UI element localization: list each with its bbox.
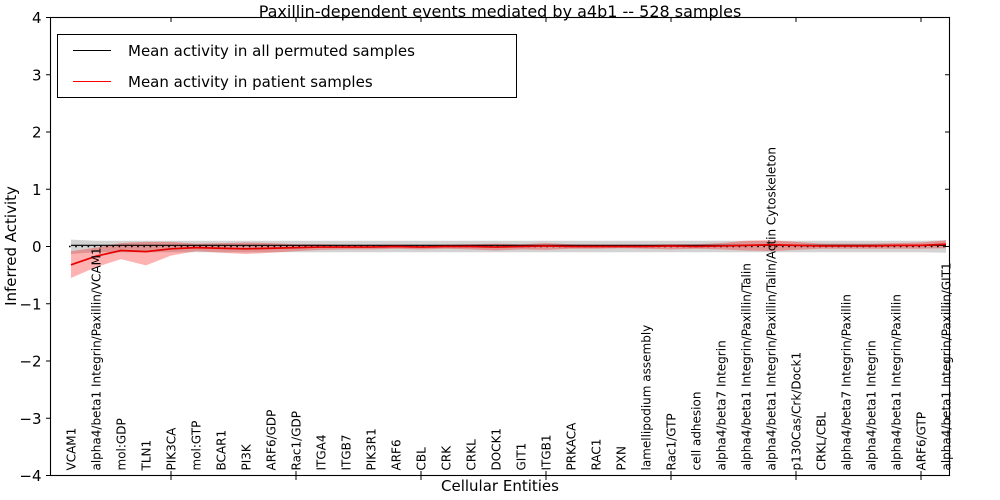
x-category-label: PI3K: [240, 443, 254, 470]
x-category-label: CRKL/CBL: [815, 412, 829, 471]
x-category-label: alpha4/beta1 Integrin/Paxillin/Talin/Act…: [765, 147, 779, 470]
x-category-label: CBL: [415, 447, 429, 471]
legend-label-patient: Mean activity in patient samples: [128, 72, 373, 91]
x-category-label: ARF6/GTP: [915, 412, 929, 471]
x-category-label: ITGB1: [540, 434, 554, 470]
y-tick-label: 4: [32, 9, 42, 27]
y-tick-label: 2: [32, 124, 42, 142]
x-category-label: mol:GDP: [115, 418, 129, 470]
x-category-label: ITGA4: [315, 434, 329, 470]
y-tick-label: −4: [19, 467, 41, 485]
x-category-label: ITGB7: [340, 434, 354, 470]
x-category-label: ARF6/GDP: [265, 410, 279, 471]
patient-samples-spread-band: [71, 240, 946, 278]
x-category-label: p130Cas/Crk/Dock1: [790, 352, 804, 471]
x-category-label: GIT1: [515, 443, 529, 471]
permuted-line-swatch-icon: [73, 50, 111, 51]
legend-item-patient: Mean activity in patient samples: [58, 67, 516, 97]
x-category-label: Rac1/GTP: [665, 413, 679, 470]
x-category-label: lamellipodium assembly: [640, 325, 654, 471]
x-category-label: ARF6: [390, 439, 404, 470]
x-category-label: PXN: [615, 446, 629, 470]
y-tick-label: −2: [19, 353, 41, 371]
y-tick-label: 0: [32, 238, 42, 256]
x-category-label: alpha4/beta1 Integrin/Paxillin: [890, 294, 904, 470]
x-category-label: alpha4/beta1 Integrin/Paxillin/VCAM1: [90, 247, 104, 470]
y-tick-label: 1: [32, 181, 42, 199]
x-category-label: mol:GTP: [190, 421, 204, 471]
x-category-label: CRK: [440, 445, 454, 471]
legend: Mean activity in all permuted samples Me…: [57, 34, 517, 98]
x-category-label: PRKACA: [565, 422, 579, 471]
patient-line-swatch-icon: [73, 81, 111, 82]
x-category-label: CRKL: [465, 439, 479, 471]
x-category-label: DOCK1: [490, 428, 504, 471]
x-category-label: cell adhesion: [690, 392, 704, 471]
y-axis-label: Inferred Activity: [2, 186, 20, 306]
y-tick-label: −3: [19, 410, 41, 428]
x-category-label: BCAR1: [215, 430, 229, 471]
x-axis-label: Cellular Entities: [441, 477, 559, 495]
x-category-label: alpha4/beta7 Integrin: [715, 340, 729, 470]
x-category-label: alpha4/beta7 Integrin/Paxillin: [840, 294, 854, 470]
x-category-label: PIK3R1: [365, 428, 379, 470]
legend-label-permuted: Mean activity in all permuted samples: [128, 41, 415, 60]
x-category-label: alpha4/beta1 Integrin: [865, 340, 879, 470]
chart-title: Paxillin-dependent events mediated by a4…: [258, 2, 742, 21]
y-tick-label: 3: [32, 66, 42, 84]
legend-item-permuted: Mean activity in all permuted samples: [58, 36, 516, 66]
x-category-label: PIK3CA: [165, 427, 179, 471]
x-category-label: Rac1/GDP: [290, 411, 304, 470]
x-category-label: alpha4/beta1 Integrin/Paxillin/Talin: [740, 263, 754, 470]
x-category-label: VCAM1: [65, 428, 79, 471]
x-category-label: RAC1: [590, 439, 604, 471]
y-tick-label: −1: [19, 295, 41, 313]
x-category-label: TLN1: [140, 440, 154, 472]
patient-mean-line: [70, 243, 947, 266]
x-category-label: alpha4/beta1 Integrin/Paxillin/GIT1: [940, 262, 954, 470]
